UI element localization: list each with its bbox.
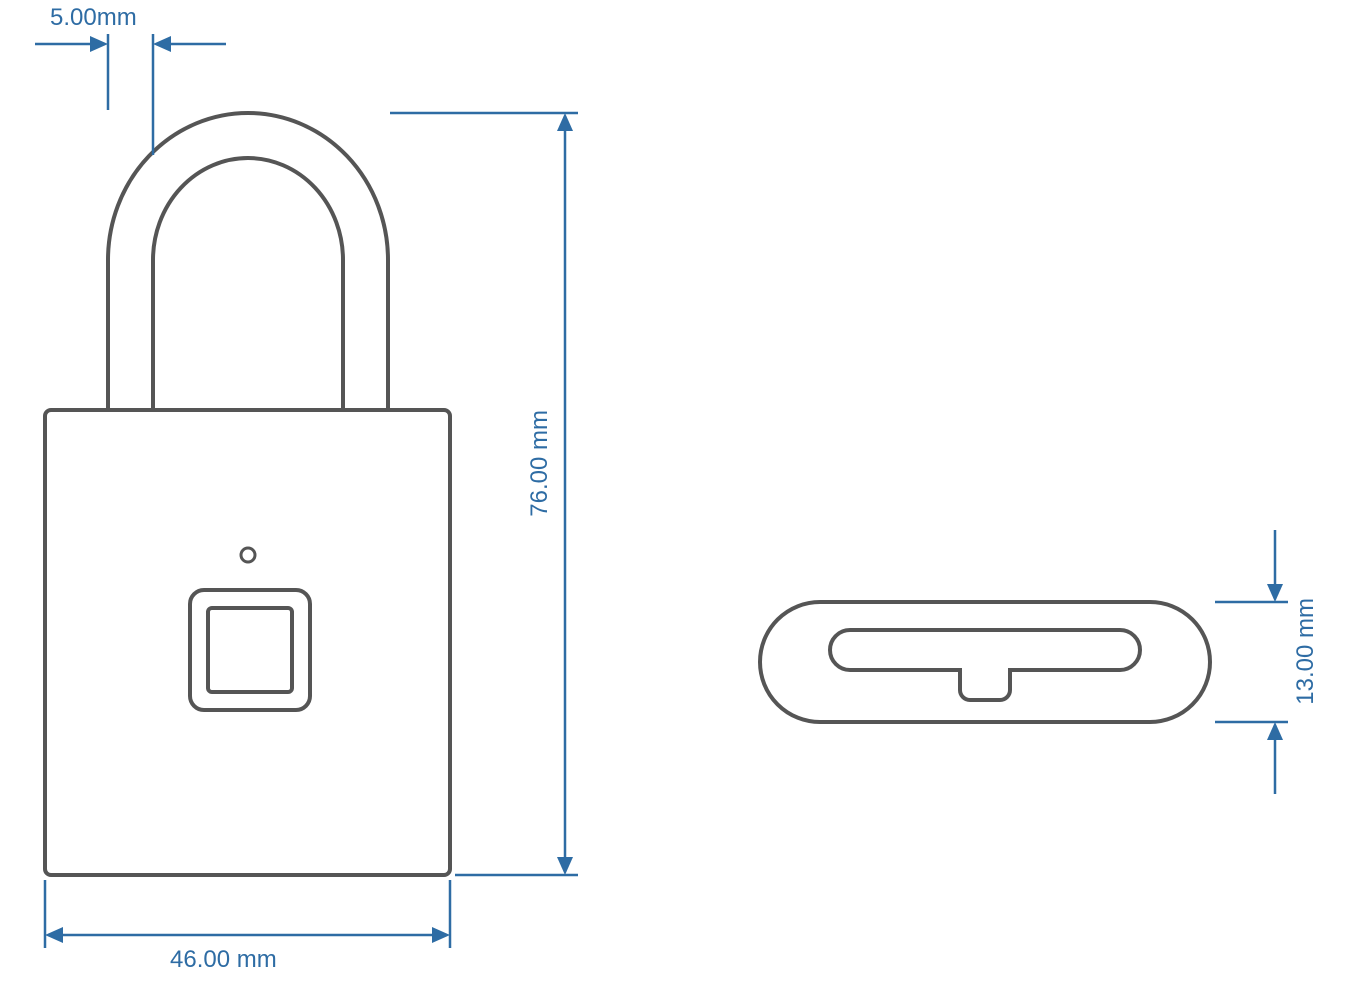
dimension-width	[45, 880, 450, 948]
padlock-front-view	[45, 113, 450, 875]
label-width: 46.00 mm	[170, 946, 277, 974]
label-bottom-thickness: 13.00 mm	[1292, 598, 1320, 705]
bottom-outline	[760, 602, 1210, 722]
padlock-body	[45, 410, 450, 875]
technical-drawing	[0, 0, 1359, 985]
dimension-bottom-thickness	[1215, 530, 1288, 794]
dimension-shackle-thickness	[35, 34, 226, 155]
label-height: 76.00 mm	[526, 410, 554, 517]
shackle-inner	[153, 158, 343, 410]
bottom-slot	[830, 630, 1140, 700]
label-shackle-thickness: 5.00mm	[50, 4, 137, 32]
padlock-bottom-view	[760, 602, 1210, 722]
